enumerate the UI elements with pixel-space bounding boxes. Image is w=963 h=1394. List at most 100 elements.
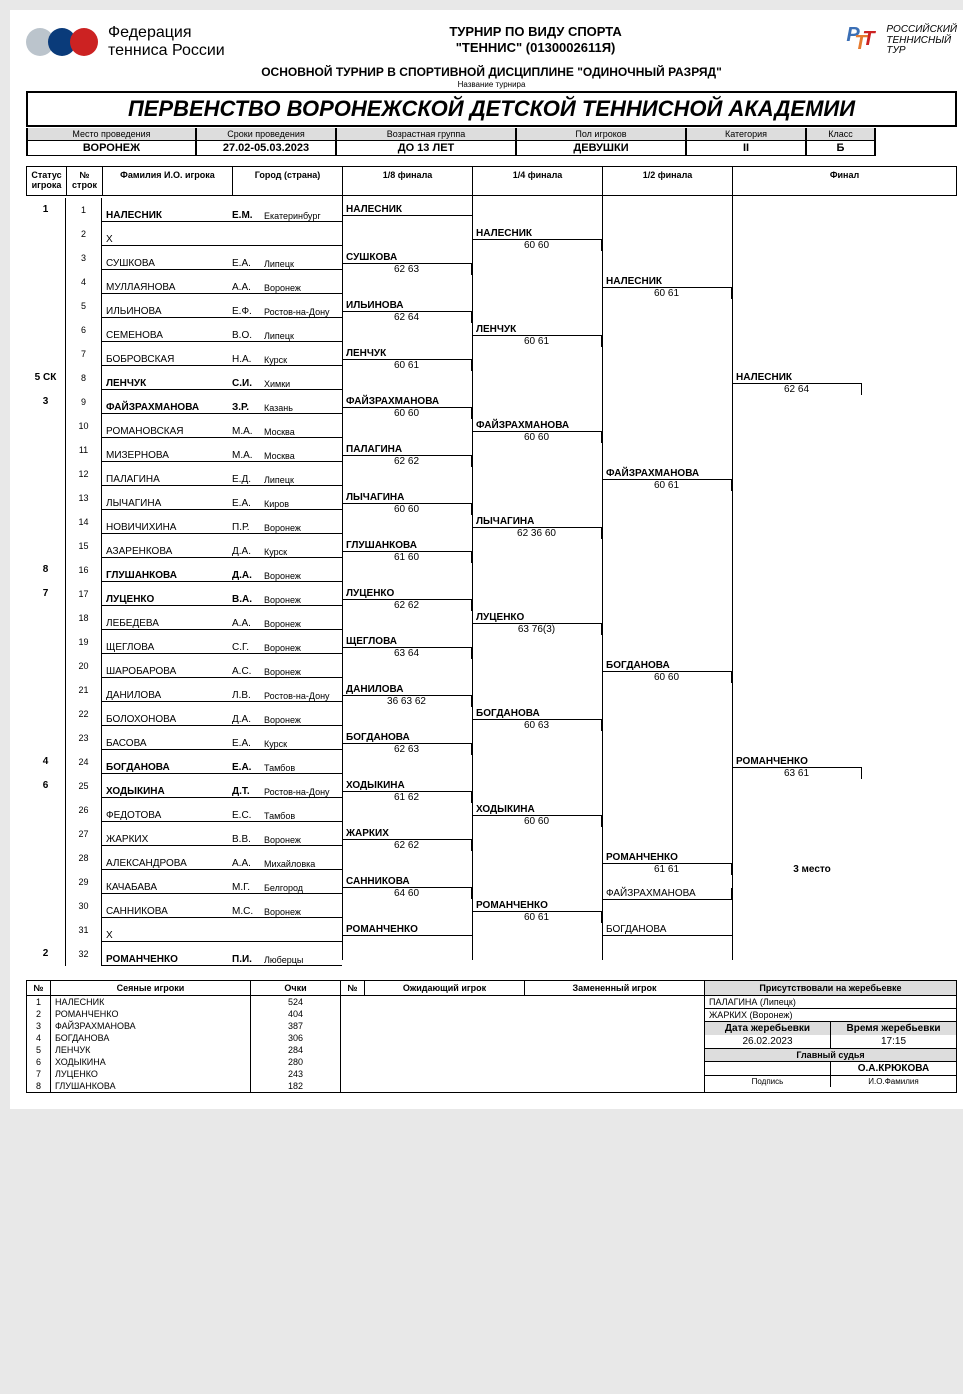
player-city [264, 941, 342, 942]
player-initials: А.А. [232, 618, 264, 630]
player-name: СУШКОВА [102, 258, 232, 270]
player-status: 7 [26, 582, 66, 606]
player-initials: Е.А. [232, 498, 264, 510]
player-number: 10 [66, 414, 102, 438]
player-status [26, 486, 66, 510]
player-status [26, 678, 66, 702]
col-sf: 1/2 финала [603, 167, 733, 195]
tournament-title: ПЕРВЕНСТВО ВОРОНЕЖСКОЙ ДЕТСКОЙ ТЕННИСНОЙ… [26, 91, 957, 127]
player-name: РОМАНОВСКАЯ [102, 426, 232, 438]
player-status [26, 606, 66, 630]
match-score: 62 62 [342, 600, 472, 611]
match-winner: ЛУЦЕНКО [472, 612, 602, 624]
player-number: 23 [66, 726, 102, 750]
seed-name: ЛУЦЕНКО [51, 1068, 251, 1080]
player-status [26, 726, 66, 750]
player-name: ЛЫЧАГИНА [102, 498, 232, 510]
seed-points: 387 [251, 1020, 341, 1032]
footer-box: № Сеяные игроки Очки № Ожидающий игрок З… [26, 980, 957, 1093]
col-r16: 1/8 финала [343, 167, 473, 195]
player-number: 6 [66, 318, 102, 342]
player-initials: Н.А. [232, 354, 264, 366]
match: СУШКОВА62 63 [342, 252, 472, 275]
player-status [26, 462, 66, 486]
match-winner: ФАЙЗРАХМАНОВА [472, 420, 602, 432]
match-score: 61 62 [342, 792, 472, 803]
player-number: 19 [66, 630, 102, 654]
player-city: Казань [264, 403, 342, 414]
player-status: 2 [26, 942, 66, 966]
player-name: БОЛОХОНОВА [102, 714, 232, 726]
player-number: 8 [66, 366, 102, 390]
seed-row: 4БОГДАНОВА306 [27, 1032, 341, 1044]
player-status [26, 846, 66, 870]
match: ХОДЫКИНА61 62 [342, 780, 472, 803]
player-initials: П.И. [232, 954, 264, 966]
sig-label: Подпись [705, 1076, 831, 1087]
player-status [26, 342, 66, 366]
bracket-lines: НАЛЕСНИКСУШКОВА62 63ИЛЬИНОВА62 64ЛЕНЧУК6… [342, 192, 957, 966]
draw-time: 17:15 [831, 1035, 956, 1048]
player-name: АЗАРЕНКОВА [102, 546, 232, 558]
player-name: ДАНИЛОВА [102, 690, 232, 702]
match-score: 60 60 [342, 408, 472, 419]
header-mid: ТУРНИР ПО ВИДУ СПОРТА "ТЕННИС" (01300026… [449, 24, 622, 57]
seeds-list: 1НАЛЕСНИК5242РОМАНЧЕНКО4043ФАЙЗРАХМАНОВА… [27, 996, 341, 1092]
match-winner: ЛУЦЕНКО [342, 588, 472, 600]
attendee: ПАЛАГИНА (Липецк) [705, 996, 956, 1009]
match-winner: ГЛУШАНКОВА [342, 540, 472, 552]
fed-line2: тенниса России [108, 42, 225, 60]
match: НАЛЕСНИК60 60 [472, 228, 602, 251]
seed-name: НАЛЕСНИК [51, 996, 251, 1008]
player-number: 11 [66, 438, 102, 462]
page: Федерация тенниса России ТУРНИР ПО ВИДУ … [10, 10, 963, 1109]
info-value: II [687, 141, 805, 155]
player-city: Тамбов [264, 811, 342, 822]
player-status: 1 [26, 198, 66, 222]
player-number: 28 [66, 846, 102, 870]
match-winner: НАЛЕСНИК [732, 372, 862, 384]
player-city: Воронеж [264, 523, 342, 534]
match: НАЛЕСНИК62 64 [732, 372, 862, 395]
match: ХОДЫКИНА60 60 [472, 804, 602, 827]
seed-name: ФАЙЗРАХМАНОВА [51, 1020, 251, 1032]
player-status [26, 318, 66, 342]
player-name: БАСОВА [102, 738, 232, 750]
player-number: 14 [66, 510, 102, 534]
match: РОМАНЧЕНКО61 61 [602, 852, 732, 875]
col-line: № строк [67, 167, 103, 195]
match: ЛУЦЕНКО63 76(3) [472, 612, 602, 635]
player-number: 20 [66, 654, 102, 678]
player-status [26, 222, 66, 246]
player-city: Курск [264, 355, 342, 366]
player-status [26, 702, 66, 726]
third-place-label: 3 место [732, 864, 892, 879]
player-number: 7 [66, 342, 102, 366]
player-status [26, 294, 66, 318]
match: БОГДАНОВА62 63 [342, 732, 472, 755]
match-winner: РОМАНЧЕНКО [342, 924, 472, 936]
info-header: Пол игроков [517, 128, 685, 141]
player-initials: В.В. [232, 834, 264, 846]
match: ЩЕГЛОВА63 64 [342, 636, 472, 659]
match-winner: БОГДАНОВА [602, 660, 732, 672]
match-winner: НАЛЕСНИК [342, 204, 472, 216]
ftr-logo-icon [26, 28, 98, 56]
player-name: ШАРОБАРОВА [102, 666, 232, 678]
seed-number: 3 [27, 1020, 51, 1032]
player-initials: А.С. [232, 666, 264, 678]
player-initials: Д.А. [232, 714, 264, 726]
player-name: БОГДАНОВА [102, 762, 232, 774]
player-city: Липецк [264, 259, 342, 270]
footer-right: ПАЛАГИНА (Липецк)ЖАРКИХ (Воронеж)Дата же… [705, 996, 956, 1092]
player-initials: Д.Т. [232, 786, 264, 798]
col-final: Финал [733, 167, 956, 195]
player-number: 24 [66, 750, 102, 774]
info-value: ДО 13 ЛЕТ [337, 141, 515, 155]
match: ЛУЦЕНКО62 62 [342, 588, 472, 611]
rtt-logo-icon: Р Т Т [846, 24, 880, 58]
match: РОМАНЧЕНКО [342, 924, 472, 936]
player-initials: П.Р. [232, 522, 264, 534]
player-city: Ростов-на-Дону [264, 787, 342, 798]
header-right: Р Т Т РОССИЙСКИЙ ТЕННИСНЫЙ ТУР [846, 24, 957, 58]
